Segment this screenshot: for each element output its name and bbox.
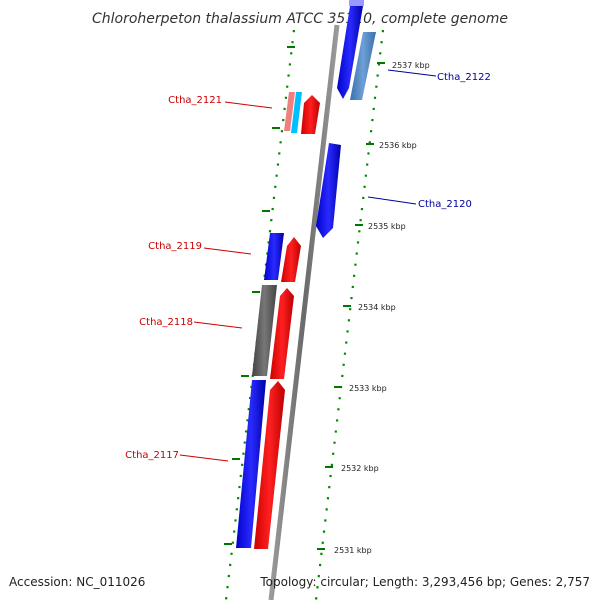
scale-ticks: 2537 kbp 2536 kbp 2535 kbp 2534 kbp 2533… — [317, 61, 430, 555]
minor-ticks — [224, 46, 295, 545]
tick-label: 2531 kbp — [334, 546, 372, 555]
label-leader-ctha-2119 — [203, 247, 252, 255]
backbone-highlight — [349, 0, 364, 6]
map-title: Chloroherpeton thalassium ATCC 35110, co… — [92, 11, 508, 27]
gene-label-ctha-2118[interactable]: Ctha_2118 — [139, 317, 193, 328]
gene-ctha-2119-blue — [264, 233, 284, 280]
gene-ctha-2119 — [281, 237, 301, 282]
tick-label: 2532 kbp — [341, 464, 379, 473]
gene-label-ctha-2117[interactable]: Ctha_2117 — [125, 450, 179, 461]
gene-ctha-2118 — [270, 288, 294, 379]
tick-label: 2533 kbp — [349, 384, 387, 393]
reverse-strand-genes — [316, 6, 376, 238]
topology-text: Topology: circular; Length: 3,293,456 bp… — [259, 575, 590, 589]
gene-ctha-2121-cyan — [291, 92, 302, 133]
gene-ctha-2122 — [350, 32, 376, 100]
tick-label: 2536 kbp — [379, 141, 417, 150]
label-leader-ctha-2118 — [193, 321, 243, 329]
gene-ctha-2117 — [254, 381, 285, 549]
label-leader-ctha-2121 — [224, 101, 273, 109]
gene-labels: Ctha_2122 Ctha_2121 Ctha_2120 Ctha_2119 … — [125, 69, 491, 462]
accession-text: Accession: NC_011026 — [9, 575, 145, 589]
tick-label: 2537 kbp — [392, 61, 430, 70]
tick-label: 2534 kbp — [358, 303, 396, 312]
gene-ctha-2117-blue — [236, 380, 266, 548]
gene-label-ctha-2120[interactable]: Ctha_2120 — [418, 199, 472, 210]
gene-ctha-2121-pink — [284, 92, 295, 131]
tick-label: 2535 kbp — [368, 222, 406, 231]
gene-ctha-2121-red — [301, 95, 320, 134]
gene-ctha-2120 — [316, 143, 341, 238]
gene-label-ctha-2122[interactable]: Ctha_2122 — [437, 72, 491, 83]
label-leader-ctha-2120 — [367, 196, 417, 205]
gene-ctha-2118-grey — [252, 285, 277, 376]
forward-strand-genes — [236, 233, 301, 549]
gene-ctha-2121-cluster — [284, 92, 320, 134]
gene-label-ctha-2121[interactable]: Ctha_2121 — [168, 95, 222, 106]
gene-ctha-2123-reverse — [337, 6, 363, 99]
label-leader-ctha-2117 — [179, 454, 229, 462]
genome-backbone — [268, 24, 340, 600]
label-leader-ctha-2122 — [387, 69, 437, 77]
gene-label-ctha-2119[interactable]: Ctha_2119 — [148, 241, 202, 252]
